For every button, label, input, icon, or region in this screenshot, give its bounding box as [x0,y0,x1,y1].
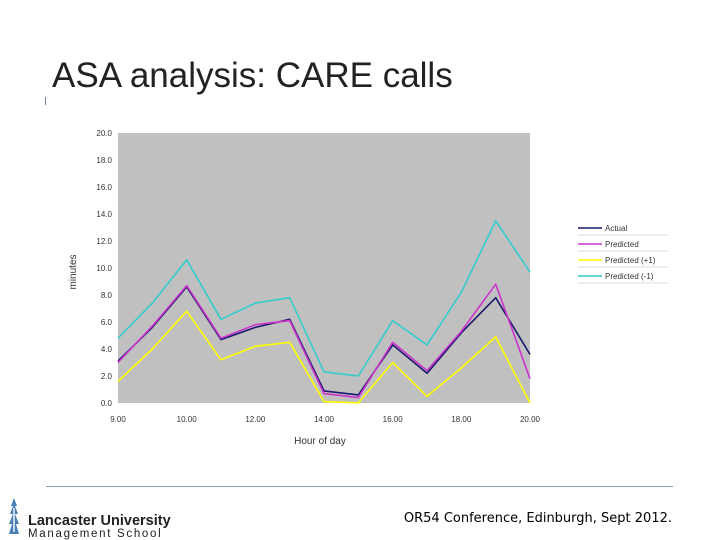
footer-divider [46,486,673,487]
y-tick-label: 14.0 [96,210,112,219]
x-tick-label: 12.00 [245,415,266,424]
y-tick-label: 6.0 [101,318,113,327]
legend-label: Predicted (-1) [605,272,654,281]
x-tick-label: 14.00 [314,415,335,424]
title-accent-rule [45,97,46,105]
x-tick-label: 20.00 [520,415,541,424]
y-tick-label: 18.0 [96,156,112,165]
x-tick-label: 18.00 [451,415,472,424]
footer-conference-text: OR54 Conference, Edinburgh, Sept 2012. [403,511,672,526]
y-tick-label: 16.0 [96,183,112,192]
x-axis-label: Hour of day [294,436,346,447]
y-tick-label: 8.0 [101,291,113,300]
logo-university-name: Lancaster University [28,513,171,529]
series-line [117,283,531,399]
y-axis-ticks: 0.0 2.0 4.0 6.0 8.0 10.0 12.0 14.0 16.0 18.0 20.0 [96,129,112,408]
y-tick-label: 2.0 [101,372,113,381]
line-chart: 0.02.04.06.08.010.012.014.016.018.020.0 … [68,129,668,447]
series-lines [117,220,531,404]
y-tick-label: 4.0 [101,345,113,354]
logo-school-name: Management School [28,528,163,540]
chart-legend: Actual Predicted Predicted (+1) Predicted (… [578,224,668,284]
x-axis-ticks: 9.00 10.00 12.00 14.00 16.00 18.00 20.00 [110,415,540,424]
plot-area [118,133,530,403]
y-tick-label: 20.0 [96,129,112,138]
x-tick-label: 10.00 [177,415,198,424]
series-line [117,310,531,404]
slide-title: ASA analysis: CARE calls [52,56,453,95]
legend-label: Predicted [605,240,639,249]
legend-label: Predicted (+1) [605,256,656,265]
legend-label: Actual [605,224,627,233]
y-tick-label: 12.0 [96,237,112,246]
x-tick-label: 16.00 [383,415,404,424]
series-line [117,220,531,377]
y-tick-label: 0.0 [101,399,113,408]
y-tick-label: 10.0 [96,264,112,273]
lancaster-university-logo-icon [9,498,19,534]
y-axis-label: minutes [68,254,79,289]
x-tick-label: 9.00 [110,415,126,424]
